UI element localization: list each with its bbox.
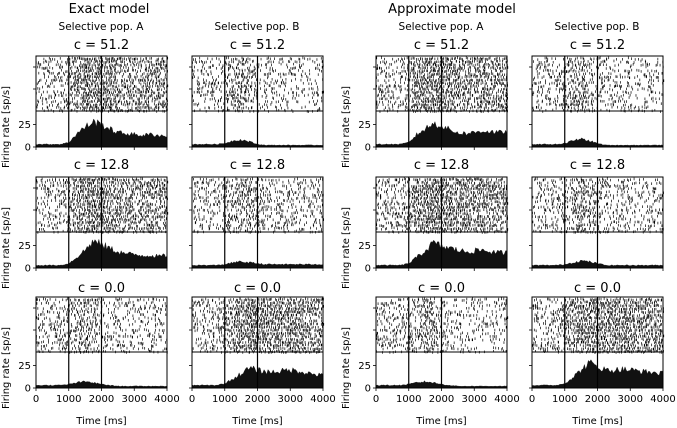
spike-raster	[35, 56, 169, 113]
condition-title: c = 51.2	[570, 38, 625, 53]
panel: c = 51.2	[529, 38, 665, 150]
model-title-exact: Exact model	[69, 2, 150, 17]
spike-raster	[193, 177, 325, 234]
pop-title-approx-b: Selective pop. B	[555, 21, 640, 33]
pop-title-approx-a: Selective pop. A	[399, 21, 485, 33]
condition-title: c = 51.2	[74, 38, 129, 53]
panel: c = 12.8 0 25	[18, 158, 169, 275]
panel: c = 51.2 0 25	[358, 38, 509, 154]
spike-raster	[35, 177, 169, 234]
panel: c = 51.2	[189, 38, 324, 150]
spike-raster	[191, 56, 324, 113]
condition-title: c = 51.2	[414, 38, 469, 53]
y-tick-label: 25	[358, 120, 371, 131]
y-tick-label: 25	[18, 241, 31, 252]
y-tick-label: 25	[18, 120, 31, 131]
panel: c = 12.8	[189, 158, 325, 271]
spike-raster	[531, 56, 665, 113]
panel: c = 51.2 0 25	[18, 38, 169, 154]
model-title-approximate: Approximate model	[388, 2, 516, 17]
condition-title: c = 12.8	[74, 158, 129, 173]
y-tick-label: 0	[25, 143, 31, 154]
pop-title-exact-a: Selective pop. A	[59, 21, 145, 33]
condition-title: c = 12.8	[230, 158, 285, 173]
y-tick-label: 0	[25, 264, 31, 275]
y-tick-label: 0	[365, 143, 371, 154]
pop-title-exact-b: Selective pop. B	[215, 21, 300, 33]
spike-raster	[375, 56, 509, 113]
condition-title: c = 51.2	[230, 38, 285, 53]
